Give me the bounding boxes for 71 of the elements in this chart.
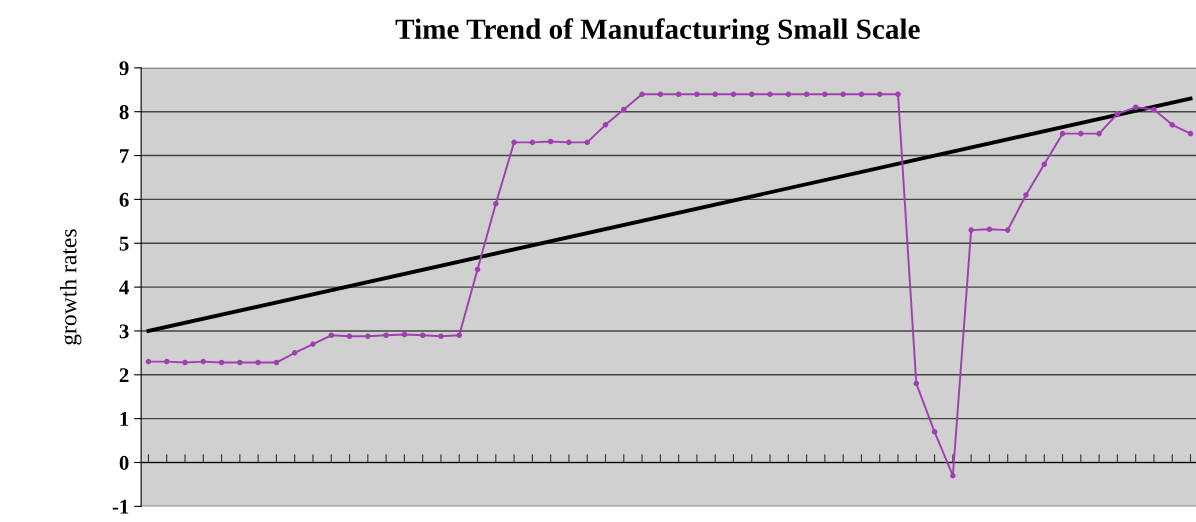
point — [1096, 130, 1102, 137]
y-tick-label: 3 — [119, 324, 129, 339]
point — [1114, 111, 1121, 117]
point — [237, 359, 243, 366]
y-tick-label: 2 — [119, 368, 129, 383]
point — [493, 201, 499, 207]
point — [1059, 130, 1066, 137]
point — [291, 350, 298, 356]
point — [767, 91, 773, 97]
point — [657, 91, 664, 97]
point — [273, 359, 280, 366]
point — [1169, 122, 1176, 128]
point — [255, 359, 261, 366]
point — [694, 91, 700, 97]
y-tick-label: 5 — [119, 236, 129, 251]
point — [876, 91, 883, 97]
point — [913, 380, 920, 387]
chart-title: Time Trend of Manufacturing Small Scale — [395, 18, 920, 46]
point — [968, 227, 974, 233]
point — [895, 91, 901, 97]
y-tick-label: 7 — [120, 149, 129, 163]
point — [1187, 130, 1194, 137]
point — [1151, 106, 1157, 113]
point — [639, 91, 645, 97]
point — [182, 359, 188, 366]
y-tick-label: 4 — [119, 280, 129, 295]
point — [785, 91, 792, 97]
point — [566, 139, 572, 146]
point — [584, 139, 590, 146]
y-tick-label: 0 — [119, 455, 129, 470]
y-axis-title: growth rates — [59, 229, 82, 345]
point — [1132, 104, 1139, 111]
point — [529, 139, 536, 146]
point — [840, 91, 846, 97]
point — [1041, 161, 1048, 168]
point — [1023, 192, 1029, 198]
point — [145, 358, 152, 365]
point — [675, 91, 682, 97]
point — [365, 333, 371, 339]
point — [620, 106, 627, 113]
y-tick-label: 6 — [119, 192, 129, 207]
point — [547, 138, 554, 145]
point — [401, 331, 408, 338]
point — [511, 139, 517, 146]
point — [730, 91, 737, 97]
point — [438, 333, 444, 339]
point — [383, 332, 389, 339]
point — [748, 91, 755, 97]
point — [419, 332, 426, 339]
y-tick-label: -1 — [112, 499, 129, 514]
point — [1078, 130, 1084, 137]
point — [858, 91, 865, 97]
point — [1004, 227, 1011, 233]
point — [346, 333, 353, 339]
point — [200, 358, 207, 365]
point — [163, 358, 170, 365]
point — [931, 429, 938, 435]
point — [474, 266, 481, 273]
point — [950, 472, 956, 479]
point — [218, 359, 225, 366]
point — [803, 91, 810, 97]
point — [602, 122, 609, 128]
point — [328, 332, 335, 339]
point — [310, 341, 316, 347]
y-tick-label: 8 — [119, 105, 129, 120]
point — [456, 332, 463, 339]
point — [822, 91, 828, 97]
point — [986, 226, 993, 232]
y-tick-label: 1 — [120, 412, 129, 426]
y-tick-label: 9 — [119, 61, 129, 76]
point — [712, 91, 718, 97]
